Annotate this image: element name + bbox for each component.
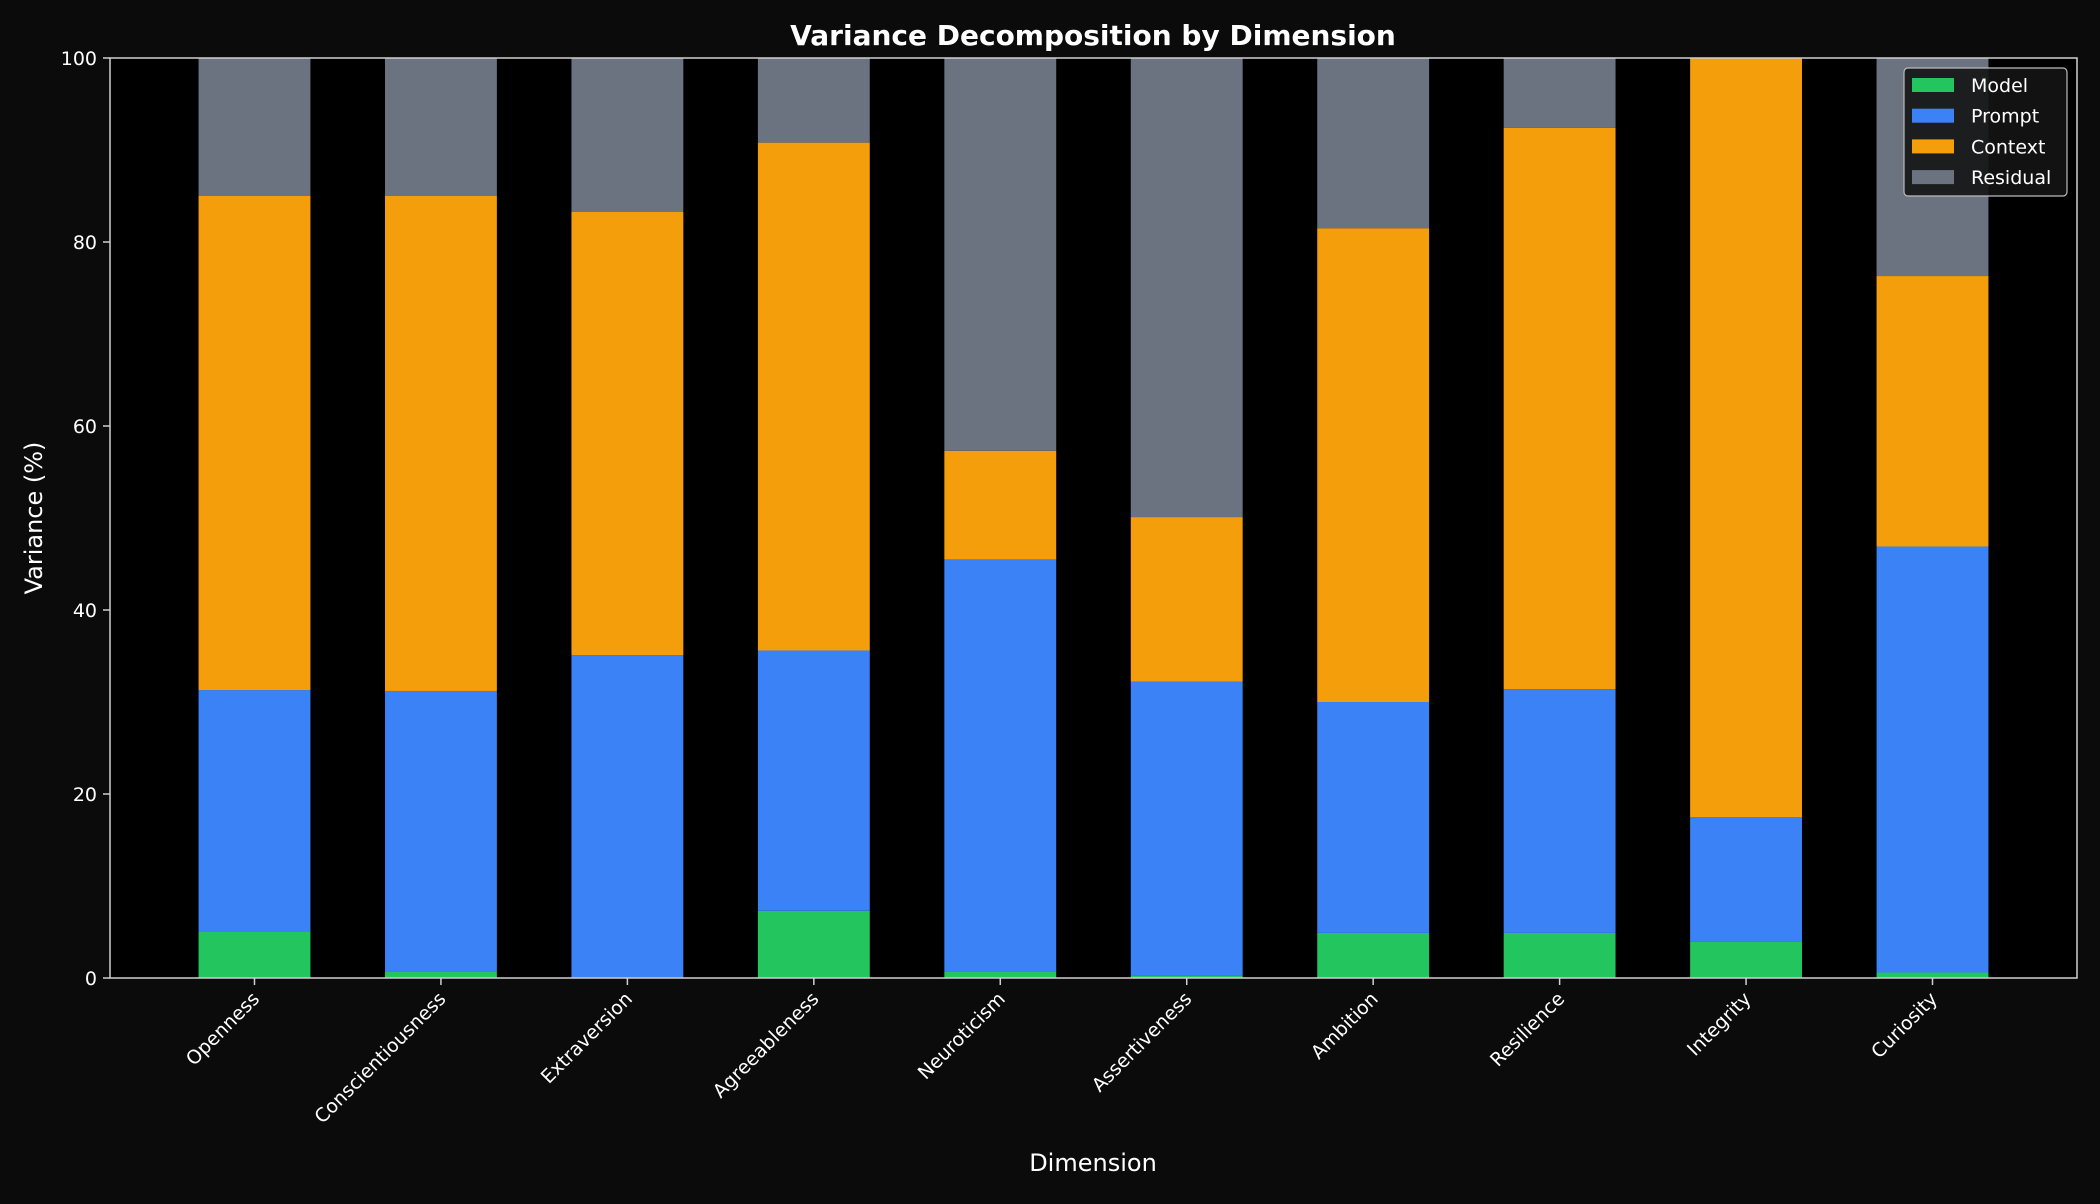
x-tick-label: Agreeableness xyxy=(709,988,824,1103)
x-tick-label: Conscientiousness xyxy=(310,988,450,1128)
bar-model-openness xyxy=(198,932,311,978)
bar-residual-extraversion xyxy=(571,58,684,212)
bar-model-integrity xyxy=(1690,941,1802,978)
y-tick-label: 100 xyxy=(61,48,97,70)
legend-swatch-prompt xyxy=(1912,108,1954,123)
bar-residual-agreeableness xyxy=(757,58,870,143)
bar-residual-assertiveness xyxy=(1130,58,1243,518)
x-tick-label: Integrity xyxy=(1683,988,1756,1061)
legend-label-context: Context xyxy=(1971,136,2045,158)
legend-label-residual: Residual xyxy=(1971,167,2051,189)
y-axis: 0 20 40 60 80 100 xyxy=(61,48,110,990)
x-tick-label: Curiosity xyxy=(1867,988,1942,1063)
bar-prompt-conscientiousness xyxy=(385,690,497,972)
y-tick-label: 20 xyxy=(73,784,97,806)
bar-prompt-curiosity xyxy=(1876,546,1989,973)
bar-model-ambition xyxy=(1317,932,1430,978)
bar-residual-neuroticism xyxy=(944,58,1057,451)
legend-label-model: Model xyxy=(1971,75,2028,97)
bar-residual-conscientiousness xyxy=(385,58,497,196)
y-tick-label: 0 xyxy=(85,968,97,990)
legend: Model Prompt Context Residual xyxy=(1903,67,2068,197)
bar-context-neuroticism xyxy=(944,450,1057,560)
legend-swatch-context xyxy=(1912,139,1954,154)
legend-label-prompt: Prompt xyxy=(1971,106,2039,128)
x-tick-label: Neuroticism xyxy=(914,988,1010,1084)
x-tick-label: Extraversion xyxy=(537,988,637,1088)
bar-model-conscientiousness xyxy=(385,971,497,978)
bar-prompt-ambition xyxy=(1317,702,1430,933)
bar-context-conscientiousness xyxy=(385,196,497,691)
y-axis-label: Variance (%) xyxy=(20,442,48,595)
bar-prompt-agreeableness xyxy=(757,650,870,911)
bar-residual-resilience xyxy=(1503,58,1616,128)
bars-group xyxy=(198,58,1989,978)
bar-model-neuroticism xyxy=(944,971,1057,978)
bar-residual-openness xyxy=(198,58,311,196)
bar-context-extraversion xyxy=(571,211,684,656)
bar-prompt-integrity xyxy=(1690,817,1802,942)
y-tick-label: 40 xyxy=(73,600,97,622)
bar-prompt-extraversion xyxy=(571,655,684,978)
x-tick-label: Assertiveness xyxy=(1088,988,1197,1097)
legend-swatch-model xyxy=(1912,78,1954,92)
bar-model-curiosity xyxy=(1876,972,1989,978)
bar-model-assertiveness xyxy=(1130,975,1243,978)
bar-prompt-assertiveness xyxy=(1130,681,1243,976)
bar-context-agreeableness xyxy=(757,142,870,651)
bar-context-openness xyxy=(198,196,311,691)
bar-context-curiosity xyxy=(1876,276,1989,547)
bar-prompt-openness xyxy=(198,690,311,932)
bar-context-integrity xyxy=(1690,58,1802,817)
x-tick-label: Resilience xyxy=(1486,988,1569,1071)
bar-prompt-resilience xyxy=(1503,689,1616,933)
bar-prompt-neuroticism xyxy=(944,559,1057,972)
plot-frame xyxy=(109,57,2078,979)
chart-title: Variance Decomposition by Dimension xyxy=(790,19,1396,52)
x-tick-label: Ambition xyxy=(1307,988,1383,1064)
bar-residual-ambition xyxy=(1317,58,1430,229)
y-tick-label: 80 xyxy=(73,232,97,254)
bar-context-assertiveness xyxy=(1130,517,1243,682)
legend-box xyxy=(1903,67,2068,197)
legend-swatch-residual xyxy=(1912,170,1954,185)
bar-context-resilience xyxy=(1503,127,1616,690)
bar-context-ambition xyxy=(1317,228,1430,702)
y-tick-label: 60 xyxy=(73,416,97,438)
x-axis: Openness Conscientiousness Extraversion Agr… xyxy=(182,978,1942,1128)
bar-model-resilience xyxy=(1503,932,1616,978)
x-tick-label: Openness xyxy=(182,988,264,1070)
bar-model-agreeableness xyxy=(757,910,870,978)
x-axis-label: Dimension xyxy=(1029,1149,1157,1177)
